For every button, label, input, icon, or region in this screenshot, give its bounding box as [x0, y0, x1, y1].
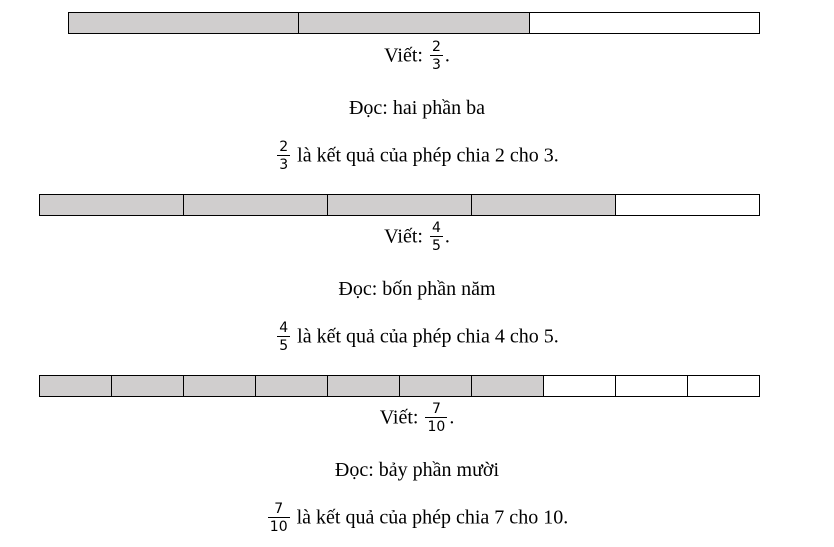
fraction-numerator: 2 [431, 39, 441, 55]
fraction-denominator: 5 [429, 236, 443, 254]
result-text: là kết quả của phép chia 7 cho 10. [296, 506, 569, 529]
fraction-numerator: 4 [431, 220, 441, 236]
bar-segment-filled [400, 376, 472, 396]
bar-segment-filled [328, 195, 472, 215]
bar-segment-filled [472, 376, 544, 396]
fraction-2-3-result: 2 3 [277, 139, 291, 173]
bar-segment-filled [472, 195, 616, 215]
fraction-denominator: 10 [267, 517, 290, 535]
write-end: . [444, 44, 450, 67]
read-line-1: Đọc: hai phần ba [0, 96, 834, 120]
write-line-3: Viết: 7 10 . [0, 401, 834, 436]
fraction-denominator: 5 [277, 336, 291, 354]
fraction-7-10: 7 10 [425, 401, 448, 435]
read-text: Đọc: hai phần ba [348, 97, 486, 119]
write-label: Viết: [384, 225, 423, 248]
bar-segment-empty [529, 13, 759, 33]
result-text: là kết quả của phép chia 4 cho 5. [297, 325, 559, 348]
write-end: . [449, 406, 455, 429]
bar-segment-filled [184, 195, 328, 215]
write-line-1: Viết: 2 3 . [0, 39, 834, 74]
fraction-denominator: 3 [429, 55, 443, 73]
fraction-numerator: 7 [274, 501, 284, 517]
read-text: Đọc: bốn phần năm [338, 278, 496, 300]
fraction-4-5-result: 4 5 [277, 320, 291, 354]
result-text: là kết quả của phép chia 2 cho 3. [297, 144, 559, 167]
write-end: . [444, 225, 450, 248]
bar-segment-filled [328, 376, 400, 396]
bar-segment-filled [112, 376, 184, 396]
bar-segment-filled [184, 376, 256, 396]
fraction-denominator: 3 [277, 155, 291, 173]
result-line-3: 7 10 là kết quả của phép chia 7 cho 10. [0, 501, 834, 536]
write-label: Viết: [384, 44, 423, 67]
read-line-2: Đọc: bốn phần năm [0, 277, 834, 301]
bar-segment-empty [688, 376, 759, 396]
bar-segment-filled [40, 376, 112, 396]
bar-segment-empty [544, 376, 616, 396]
fraction-bar-3 [39, 375, 760, 397]
fraction-4-5: 4 5 [429, 220, 443, 254]
bar-segment-empty [616, 195, 759, 215]
read-line-3: Đọc: bảy phần mười [0, 458, 834, 482]
fraction-bar-2 [39, 194, 760, 216]
read-text: Đọc: bảy phần mười [334, 459, 500, 481]
bar-segment-filled [256, 376, 328, 396]
fraction-numerator: 4 [279, 320, 289, 336]
fraction-2-3: 2 3 [429, 39, 443, 73]
bar-segment-filled [69, 13, 300, 33]
bar-segment-filled [40, 195, 184, 215]
fraction-7-10-result: 7 10 [267, 501, 290, 535]
write-line-2: Viết: 4 5 . [0, 220, 834, 255]
bar-segment-empty [616, 376, 688, 396]
fraction-denominator: 10 [425, 417, 448, 435]
result-line-2: 4 5 là kết quả của phép chia 4 cho 5. [0, 320, 834, 355]
fraction-numerator: 7 [431, 401, 441, 417]
bar-segment-filled [299, 13, 530, 33]
fraction-bar-1 [68, 12, 760, 34]
write-label: Viết: [379, 406, 419, 429]
fraction-numerator: 2 [279, 139, 289, 155]
result-line-1: 2 3 là kết quả của phép chia 2 cho 3. [0, 139, 834, 174]
